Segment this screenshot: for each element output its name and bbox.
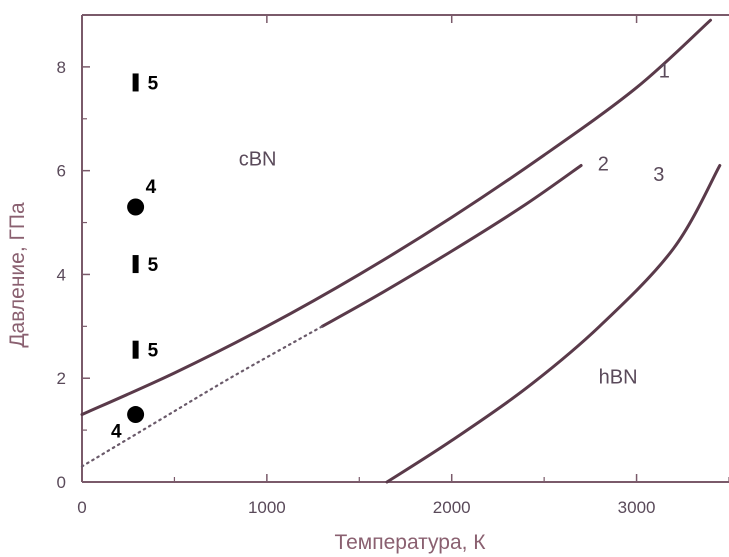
point-label-4: 4: [111, 422, 122, 443]
series-layer: [80, 18, 722, 484]
curve-label-2: 2: [598, 154, 609, 176]
y-tick-label: 6: [57, 162, 66, 181]
y-axis-title: Давление, ГПа: [6, 202, 29, 348]
series-line-2-extrapolated: [80, 325, 324, 468]
x-tick-label: 2000: [433, 498, 471, 517]
region-label-hbn: hBN: [599, 366, 638, 388]
point-circle-4: [127, 198, 145, 216]
region-label-cbn: cBN: [239, 148, 277, 170]
axis-ticks: 0 1000 2000 3000 0 2 4 6 8: [57, 15, 729, 517]
series-line-3: [385, 164, 722, 484]
point-bar-5: [132, 255, 139, 274]
point-label-5: 5: [148, 73, 159, 94]
curve-label-1: 1: [659, 60, 670, 82]
y-tick-label: 4: [57, 265, 66, 284]
point-label-4: 4: [146, 177, 157, 198]
x-tick-label: 0: [77, 498, 86, 517]
chart-labels: 1 2 3 cBN hBN: [239, 60, 670, 388]
x-tick-label: 1000: [248, 498, 286, 517]
data-points: 5 4 5 5 4: [111, 73, 159, 443]
point-label-5: 5: [148, 341, 159, 362]
point-circle-4: [127, 406, 145, 424]
series-line-1: [80, 18, 712, 416]
series-line-2: [320, 164, 583, 328]
plot-frame: [81, 14, 729, 483]
point-bar-5: [132, 340, 139, 359]
y-tick-label: 2: [57, 369, 66, 388]
y-tick-label: 8: [57, 58, 66, 77]
point-label-5: 5: [148, 255, 159, 276]
x-tick-label: 3000: [618, 498, 656, 517]
x-axis-title: Температура, К: [334, 531, 486, 554]
point-bar-5: [132, 73, 139, 92]
curve-label-3: 3: [653, 164, 664, 186]
y-tick-label: 0: [57, 473, 66, 492]
